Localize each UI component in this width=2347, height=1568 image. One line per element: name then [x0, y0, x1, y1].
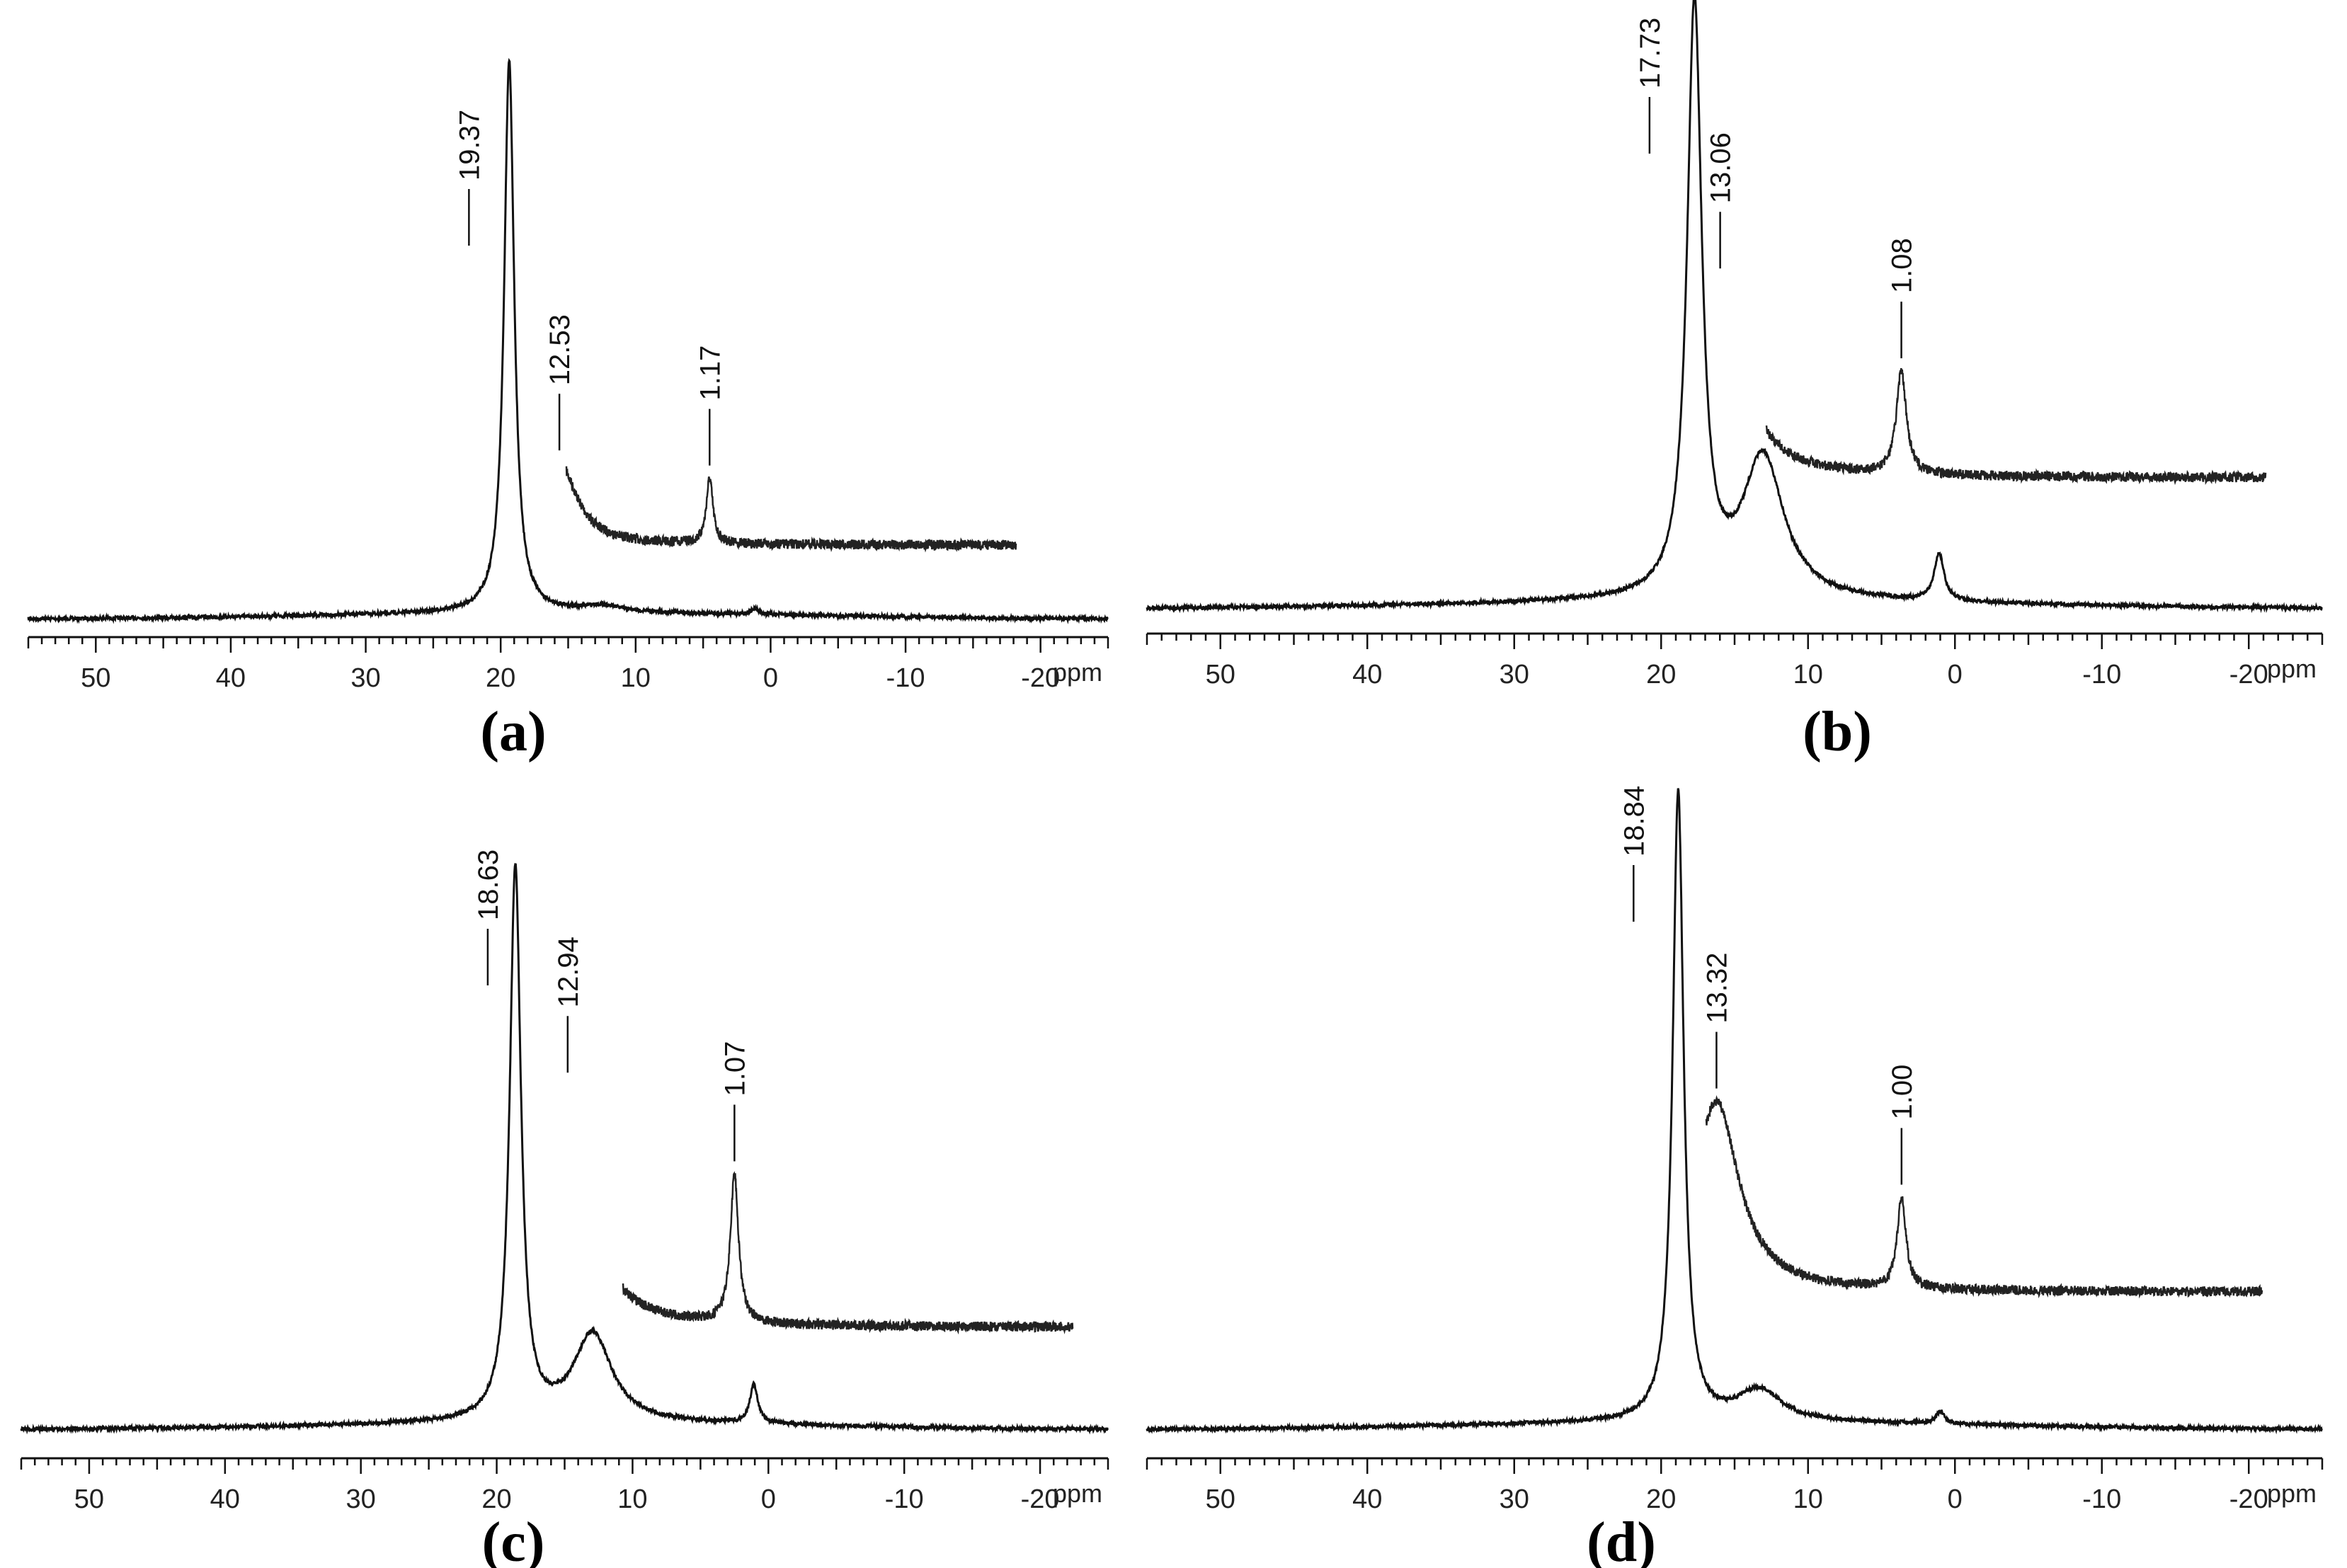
inset-spectrum-line	[1705, 1094, 2263, 1299]
x-tick-label: 0	[1948, 1484, 1963, 1514]
inset-spectrum-line	[1765, 367, 2267, 486]
panel-label: (a)	[480, 701, 546, 763]
x-tick-label: -20	[1021, 1484, 1060, 1514]
x-tick-label: -20	[2229, 1484, 2268, 1514]
x-unit-label: ppm	[1053, 1479, 1102, 1508]
peak-label: 1.00	[1887, 1065, 1918, 1120]
x-tick-label: 30	[1500, 1484, 1529, 1514]
x-tick-label: 50	[74, 1484, 104, 1514]
x-tick-label: 0	[763, 663, 778, 693]
peak-label: 19.37	[454, 110, 485, 181]
x-tick-label: 50	[81, 663, 110, 693]
x-tick-label: 10	[617, 1484, 647, 1514]
peak-label: 13.06	[1706, 132, 1737, 203]
inset-spectrum-line	[622, 1171, 1074, 1335]
inset-spectrum-line	[565, 466, 1017, 553]
peak-label: 13.32	[1701, 952, 1732, 1023]
x-tick-label: 0	[761, 1484, 776, 1514]
x-unit-label: ppm	[1053, 658, 1102, 687]
main-spectrum-line	[1146, 0, 2323, 614]
x-tick-label: -10	[886, 663, 925, 693]
x-tick-label: 40	[210, 1484, 240, 1514]
x-tick-label: 20	[1646, 660, 1676, 689]
x-unit-label: ppm	[2267, 1479, 2317, 1508]
x-tick-label: 40	[216, 663, 246, 693]
x-tick-label: 10	[1793, 1484, 1823, 1514]
x-tick-label: 40	[1352, 1484, 1382, 1514]
x-tick-label: 30	[346, 1484, 376, 1514]
main-spectrum-line	[1146, 788, 2323, 1435]
panel-label: (d)	[1587, 1511, 1656, 1568]
x-tick-label: 50	[1206, 1484, 1235, 1514]
x-tick-label: -20	[1021, 663, 1060, 693]
peak-label: 18.63	[473, 849, 504, 920]
x-tick-label: 10	[1793, 660, 1823, 689]
x-tick-label: 30	[350, 663, 380, 693]
x-tick-label: 0	[1948, 660, 1963, 689]
x-tick-label: -10	[885, 1484, 924, 1514]
peak-label: 17.73	[1635, 18, 1666, 88]
x-tick-label: -20	[2229, 660, 2268, 689]
peak-label: 1.08	[1887, 238, 1918, 293]
panel-label: (c)	[482, 1511, 545, 1568]
x-tick-label: 10	[621, 663, 651, 693]
x-tick-label: -10	[2082, 1484, 2121, 1514]
peak-label: 18.84	[1618, 786, 1650, 857]
main-spectrum-line	[27, 57, 1109, 624]
peak-label: 12.94	[553, 937, 584, 1007]
x-tick-label: 50	[1206, 660, 1235, 689]
peak-label: 1.17	[695, 345, 726, 401]
x-tick-label: 30	[1500, 660, 1529, 689]
x-tick-label: 20	[1646, 1484, 1676, 1514]
x-unit-label: ppm	[2267, 654, 2317, 683]
panel-label: (b)	[1803, 701, 1872, 763]
x-tick-label: 40	[1352, 660, 1382, 689]
peak-label: 12.53	[544, 314, 576, 385]
x-tick-label: -10	[2082, 660, 2121, 689]
x-tick-label: 20	[486, 663, 515, 693]
x-tick-label: 20	[481, 1484, 511, 1514]
main-spectrum-line	[20, 863, 1109, 1435]
peak-label: 1.07	[719, 1041, 750, 1097]
